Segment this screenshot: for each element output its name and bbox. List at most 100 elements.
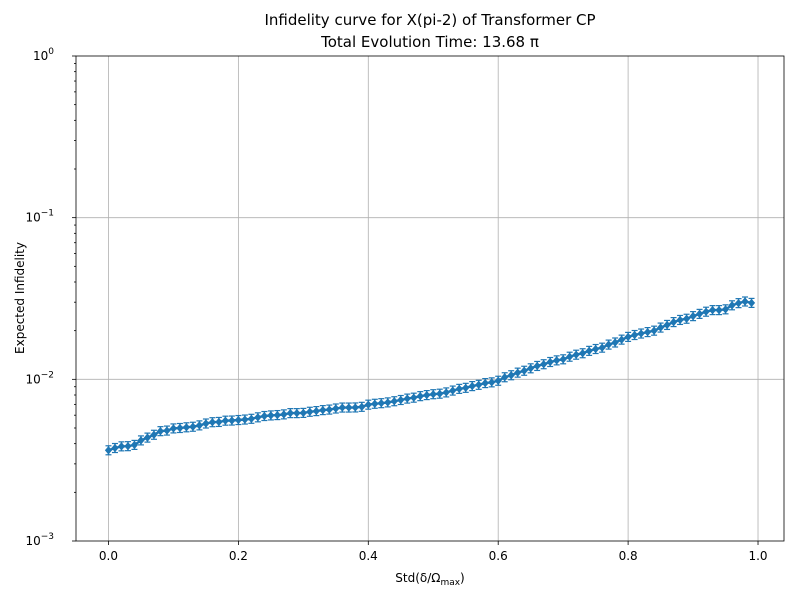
- data-point: [410, 393, 418, 402]
- y-tick-mantissa: 10: [25, 534, 40, 548]
- y-tick-mantissa: 10: [33, 49, 48, 63]
- data-point: [358, 402, 366, 412]
- data-point: [462, 383, 470, 393]
- data-point: [332, 404, 340, 413]
- data-point: [566, 352, 574, 361]
- data-point: [293, 408, 301, 418]
- data-point: [494, 376, 502, 385]
- data-point: [267, 411, 275, 420]
- data-point: [611, 338, 619, 347]
- x-axis-label-main: Std(δ/Ω: [395, 571, 440, 585]
- data-point: [397, 395, 405, 405]
- data-point: [325, 405, 333, 414]
- data-point: [533, 361, 541, 371]
- data-point: [676, 315, 684, 325]
- data-point: [702, 307, 710, 316]
- data-point: [708, 305, 717, 315]
- data-point: [572, 350, 580, 359]
- data-point: [306, 407, 314, 416]
- data-point: [475, 380, 483, 390]
- data-point: [163, 426, 171, 435]
- data-point: [429, 390, 437, 399]
- data-point: [137, 436, 145, 445]
- y-tick-mantissa: 10: [25, 372, 40, 386]
- data-point: [260, 411, 268, 421]
- y-axis-label: Expected Infidelity: [13, 242, 27, 354]
- data-point: [364, 400, 372, 409]
- data-point: [514, 368, 522, 377]
- data-point: [195, 421, 204, 430]
- data-point: [169, 424, 178, 433]
- data-point: [618, 335, 626, 344]
- data-point: [156, 426, 165, 436]
- data-point: [104, 446, 113, 455]
- data-point: [130, 440, 139, 450]
- data-point: [624, 332, 632, 342]
- data-point: [319, 405, 327, 415]
- x-tick-label: 0.6: [489, 549, 508, 563]
- data-point: [208, 418, 217, 427]
- data-point: [273, 410, 281, 420]
- x-tick-label: 0.2: [229, 549, 248, 563]
- data-point: [202, 419, 210, 428]
- data-point: [247, 414, 255, 424]
- data-point: [579, 349, 587, 358]
- data-point: [124, 441, 132, 451]
- data-point: [312, 406, 320, 416]
- chart-subtitle: Total Evolution Time: 13.68 π: [320, 33, 539, 51]
- data-point: [747, 298, 756, 308]
- y-tick-label: 10−1: [25, 209, 54, 225]
- data-point: [455, 384, 463, 394]
- data-point: [527, 364, 535, 373]
- data-point: [234, 415, 242, 425]
- data-point: [468, 381, 476, 391]
- data-point: [695, 309, 704, 319]
- data-point: [150, 430, 158, 439]
- data-point: [721, 305, 730, 314]
- data-point: [221, 416, 229, 425]
- y-tick-label: 10−2: [25, 370, 54, 386]
- x-tick-label: 0.8: [619, 549, 638, 563]
- x-axis-label: Std(δ/Ωmax): [395, 571, 464, 588]
- data-point: [423, 390, 431, 400]
- data-point: [592, 344, 600, 354]
- data-point: [111, 443, 119, 453]
- y-tick-mantissa: 10: [25, 211, 40, 225]
- series: [104, 296, 756, 456]
- y-tick-exponent: −3: [41, 532, 54, 542]
- data-point: [390, 397, 398, 406]
- data-point: [520, 366, 528, 375]
- data-point: [286, 408, 294, 418]
- x-tick-label: 1.0: [748, 549, 767, 563]
- data-point: [728, 301, 736, 310]
- data-point: [559, 355, 567, 364]
- y-tick-label: 100: [33, 47, 54, 63]
- data-series: [104, 296, 756, 456]
- data-point: [384, 398, 392, 407]
- data-point: [241, 415, 249, 424]
- y-tick-exponent: −2: [41, 370, 54, 380]
- data-point: [689, 311, 697, 321]
- x-tick-label: 0.4: [359, 549, 378, 563]
- data-point: [488, 378, 496, 387]
- x-tick-label: 0.0: [99, 549, 118, 563]
- data-point: [734, 298, 743, 308]
- data-point: [682, 314, 691, 323]
- data-point: [605, 340, 613, 349]
- data-point: [669, 317, 678, 327]
- plot-frame: [75, 55, 785, 542]
- data-point: [189, 422, 197, 431]
- data-point: [280, 410, 288, 419]
- data-point: [377, 398, 385, 408]
- data-point: [656, 323, 665, 332]
- y-tick-label: 10−3: [25, 532, 54, 548]
- data-point: [481, 378, 489, 388]
- data-point: [416, 391, 424, 401]
- data-point: [436, 389, 444, 398]
- data-point: [442, 388, 450, 397]
- data-point: [254, 413, 262, 422]
- data-point: [663, 320, 671, 330]
- data-point: [501, 373, 509, 382]
